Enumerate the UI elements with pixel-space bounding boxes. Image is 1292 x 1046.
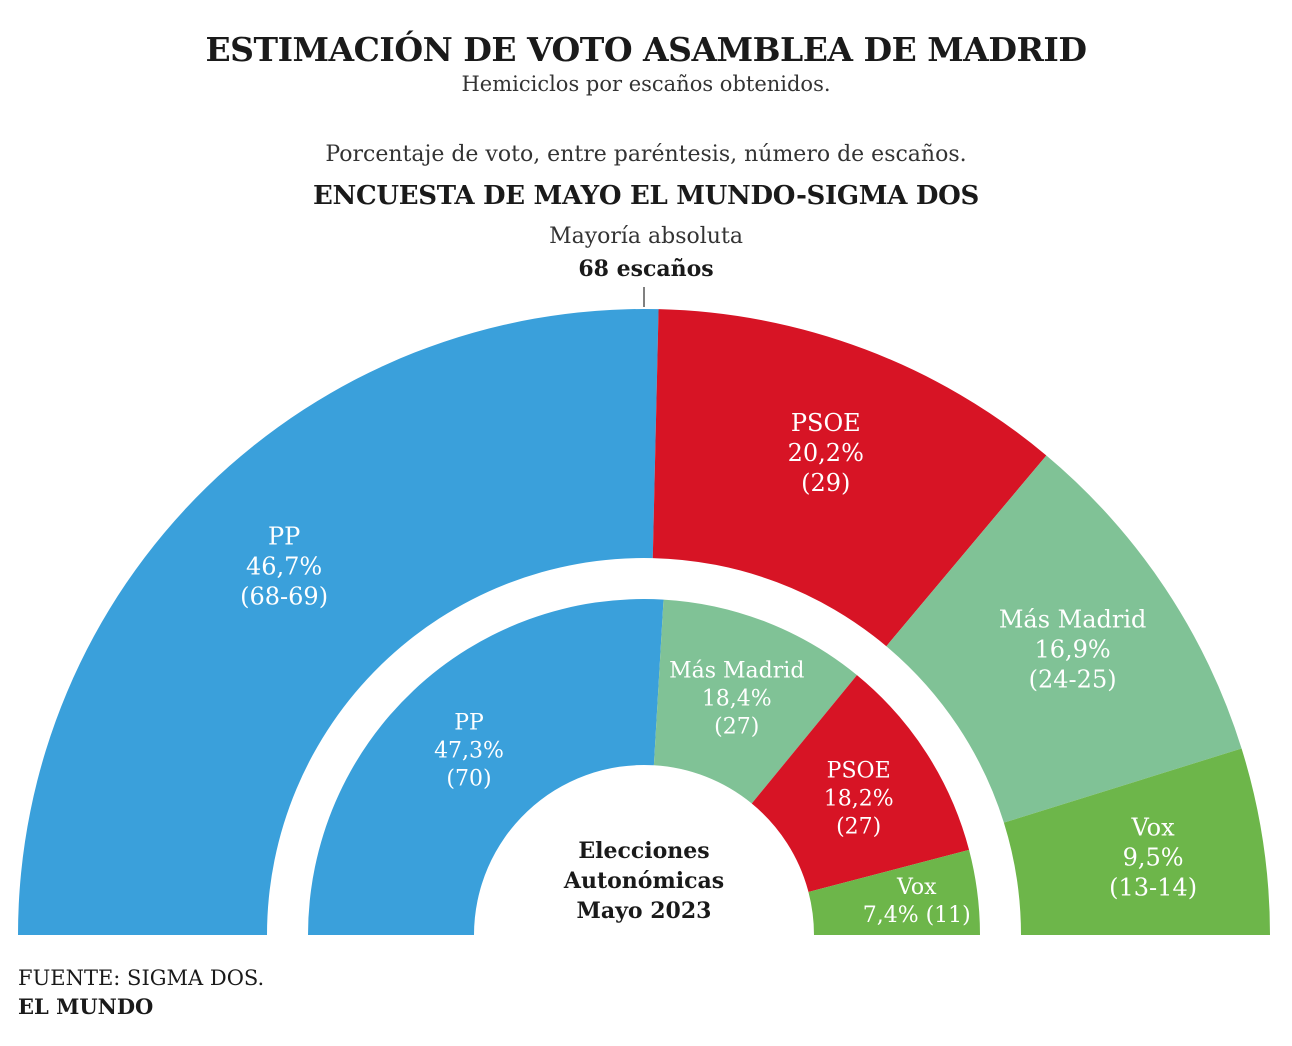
chart-note: Porcentaje de voto, entre paréntesis, nú…	[325, 142, 967, 167]
poll-label-pp-value: 46,7%	[246, 553, 322, 581]
election-slice-pp	[308, 598, 664, 935]
poll-label-psoe-name: PSOE	[791, 409, 861, 437]
poll-slice-vox	[1003, 748, 1270, 935]
poll-label-mas-madrid-value: 16,9%	[1034, 636, 1110, 664]
election-label-pp-name: PP	[454, 711, 484, 736]
survey-title: ENCUESTA DE MAYO EL MUNDO-SIGMA DOS	[313, 181, 979, 211]
election-label-mas-madrid-seats: (27)	[714, 714, 759, 739]
center-label-line-2: Autonómicas	[563, 868, 724, 894]
election-label-psoe-seats: (27)	[836, 814, 881, 839]
election-label-vox-name: Vox	[896, 875, 937, 900]
election-label-mas-madrid-value: 18,4%	[702, 686, 772, 711]
election-label-psoe-value: 18,2%	[824, 786, 894, 811]
chart-title: ESTIMACIÓN DE VOTO ASAMBLEA DE MADRID	[205, 30, 1087, 69]
election-slice-mas-madrid	[653, 599, 857, 804]
election-label-vox-value: 7,4% (11)	[863, 903, 971, 928]
election-label-pp-value: 47,3%	[434, 739, 504, 764]
majority-seats: 68 escaños	[578, 256, 714, 282]
brand-label: EL MUNDO	[18, 994, 154, 1019]
poll-slice-pp	[18, 308, 659, 935]
poll-label-mas-madrid-seats: (24-25)	[1029, 666, 1117, 694]
center-label-line-3: Mayo 2023	[577, 898, 712, 924]
election-label-mas-madrid-name: Más Madrid	[669, 658, 804, 683]
election-slice-vox	[808, 849, 980, 935]
poll-label-psoe-seats: (29)	[801, 469, 850, 497]
poll-slice-psoe	[652, 309, 1047, 647]
source-note: FUENTE: SIGMA DOS.	[18, 966, 265, 990]
center-label-line-1: Elecciones	[578, 838, 709, 864]
poll-slice-mas-madrid	[886, 455, 1242, 823]
poll-label-vox-value: 9,5%	[1123, 843, 1184, 871]
poll-label-vox-seats: (13-14)	[1109, 873, 1197, 901]
chart-subtitle: Hemiciclos por escaños obtenidos.	[461, 72, 831, 96]
majority-label: Mayoría absoluta	[549, 224, 743, 249]
poll-label-pp-name: PP	[268, 523, 300, 551]
election-slice-psoe	[751, 675, 970, 892]
poll-label-psoe-value: 20,2%	[788, 439, 864, 467]
poll-label-mas-madrid-name: Más Madrid	[999, 606, 1147, 634]
poll-label-vox-name: Vox	[1131, 813, 1176, 841]
election-label-psoe-name: PSOE	[827, 758, 891, 783]
poll-label-pp-seats: (68-69)	[240, 583, 328, 611]
election-label-pp-seats: (70)	[446, 767, 491, 792]
